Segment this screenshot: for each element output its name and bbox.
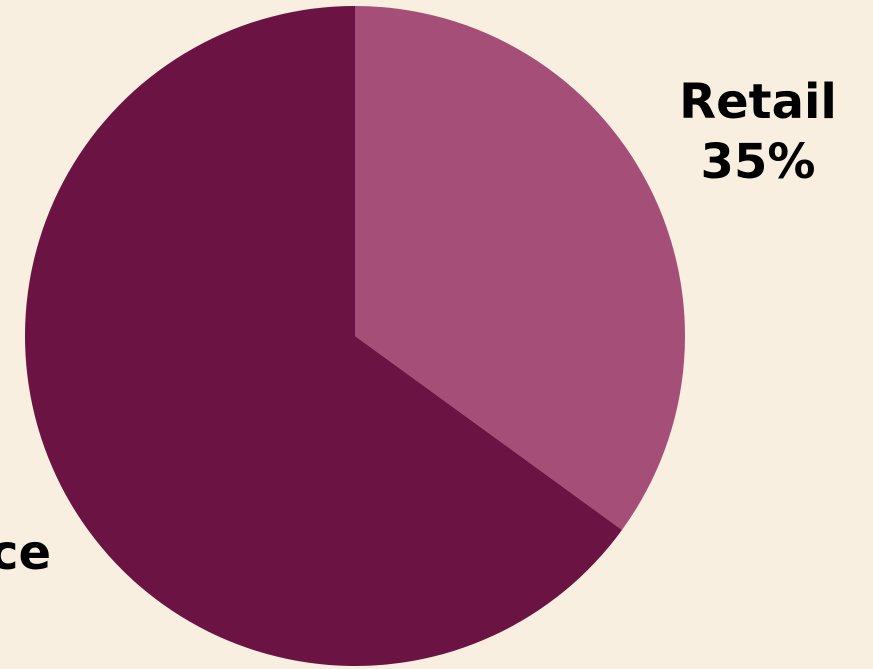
commerce-category-label: Commerce: [0, 525, 51, 581]
retail-slice-label: Retail 35%: [678, 72, 838, 192]
retail-category-label: Retail: [679, 74, 837, 130]
retail-value-label: 35%: [700, 134, 816, 190]
pie-slice-retail: [355, 5, 686, 530]
pie-slice-commerce: [25, 6, 622, 666]
commerce-slice-label: Commerce: [0, 523, 51, 583]
